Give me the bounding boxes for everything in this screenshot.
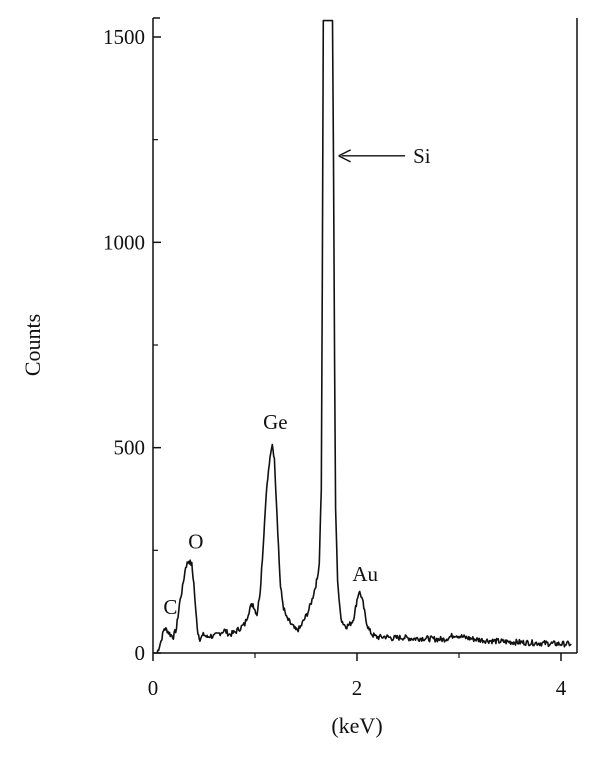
x-tick-label: 2 — [352, 676, 363, 700]
peak-label-si: Si — [413, 144, 431, 168]
x-axis: 0 2 4 — [148, 653, 567, 700]
x-tick-label: 0 — [148, 676, 159, 700]
peak-label-ge: Ge — [263, 410, 288, 434]
y-tick-label: 500 — [114, 436, 146, 460]
x-tick-label: 4 — [556, 676, 567, 700]
peak-label-o: O — [188, 529, 203, 553]
y-tick-label: 1000 — [103, 230, 145, 254]
series-layer — [156, 19, 572, 654]
y-axis-title: Counts — [20, 314, 45, 376]
annotation-layer: C O Ge Au Si — [163, 144, 430, 619]
y-tick-label: 0 — [135, 641, 146, 665]
y-tick-label: 1500 — [103, 25, 145, 49]
si-arrow-head — [338, 149, 351, 163]
y-axis: 0 500 1000 1500 — [103, 25, 161, 665]
plot-frame — [152, 17, 578, 654]
peak-label-au: Au — [352, 562, 378, 586]
spectrum-line — [156, 19, 572, 654]
x-axis-title: (keV) — [331, 713, 382, 738]
peak-label-c: C — [163, 595, 177, 619]
